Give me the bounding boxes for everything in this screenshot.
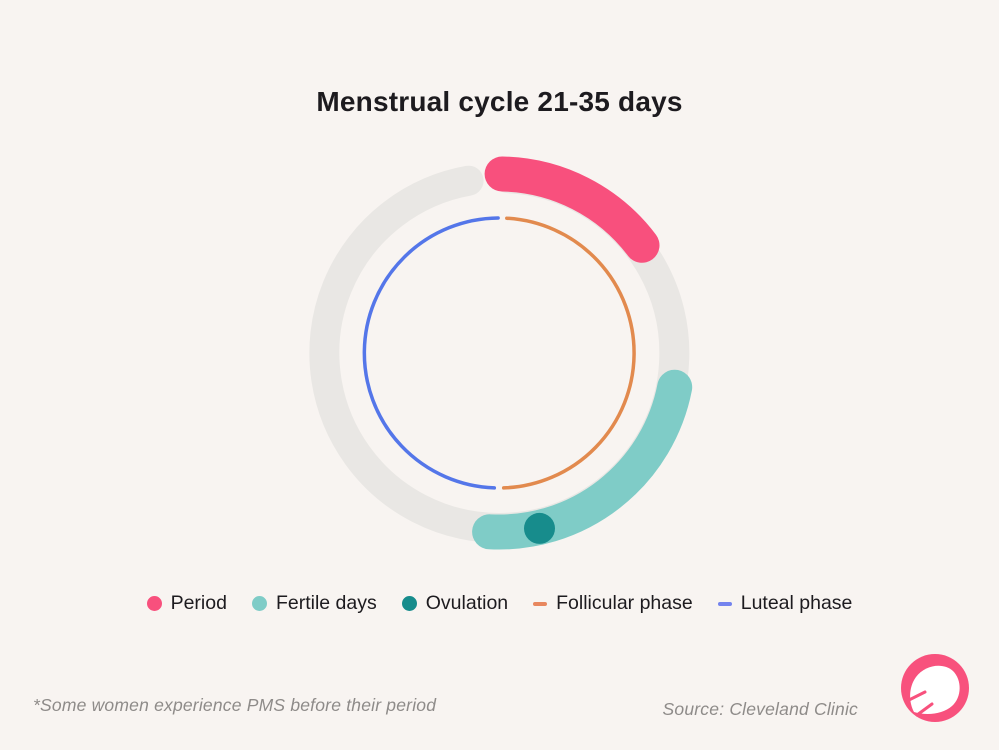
legend-dot-ovulation-icon <box>401 596 417 611</box>
feather-cut-1 <box>907 690 927 702</box>
legend-label: Period <box>170 592 227 614</box>
flo-logo <box>901 654 969 722</box>
source-text: Source: Cleveland Clinic <box>662 699 858 719</box>
feather-icon <box>910 665 960 714</box>
legend-label: Ovulation <box>425 592 509 614</box>
footnote-text: *Some women experience PMS before their … <box>33 695 437 715</box>
follicular-phase-arc <box>501 216 636 490</box>
legend-label: Luteal phase <box>740 592 853 614</box>
legend-dot-period-icon <box>146 596 162 611</box>
legend-item-luteal-phase: Luteal phase <box>717 592 853 615</box>
legend-dot-fertile-days-icon <box>251 596 267 611</box>
legend: Period Fertile days Ovulation Follicular ph… <box>0 592 999 615</box>
legend-dash-follicular-phase-icon <box>533 601 548 606</box>
legend-item-period: Period <box>146 592 227 615</box>
legend-item-fertile-days: Fertile days <box>251 592 377 615</box>
luteal-phase-arc <box>362 216 500 490</box>
legend-label: Follicular phase <box>556 592 693 614</box>
page-title: Menstrual cycle 21-35 days <box>316 86 683 117</box>
period-arc <box>484 156 660 263</box>
legend-label: Fertile days <box>275 592 377 614</box>
legend-item-ovulation: Ovulation <box>401 592 509 615</box>
feather-cut-2 <box>915 702 934 717</box>
legend-item-follicular-phase: Follicular phase <box>533 592 693 615</box>
ovulation-marker <box>524 512 555 544</box>
legend-dash-luteal-phase-icon <box>717 601 732 606</box>
